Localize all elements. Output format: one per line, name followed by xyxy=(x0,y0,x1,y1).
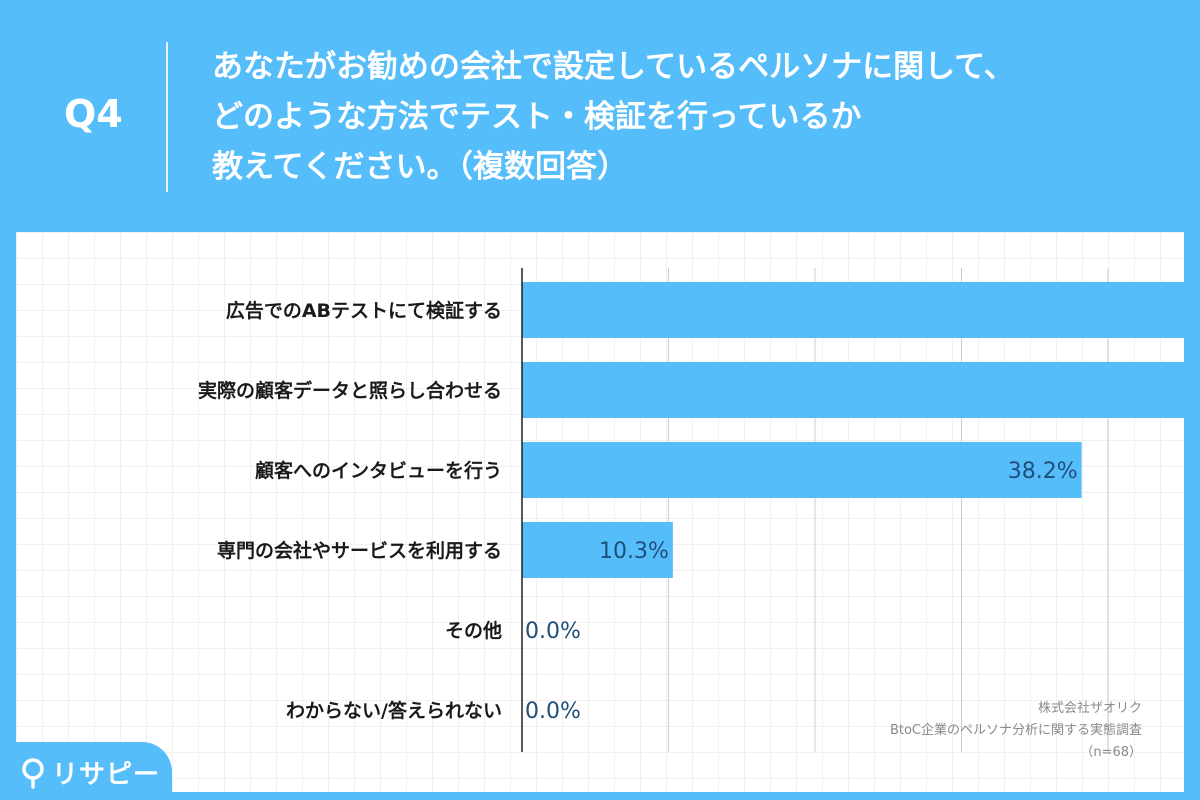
category-label: 実際の顧客データと照らし合わせる xyxy=(198,379,502,402)
value-label: 10.3% xyxy=(599,539,669,564)
source-credit: 株式会社ザオリク BtoC企業のペルソナ分析に関する実態調査 （n=68） xyxy=(890,698,1142,764)
chart-card: 広告でのABテストにて検証する61.8%実際の顧客データと照らし合わせる54.4… xyxy=(16,232,1184,792)
header-divider xyxy=(166,42,168,192)
credit-company: 株式会社ザオリク xyxy=(1037,701,1142,716)
credit-sample-size: （n=68） xyxy=(1080,745,1142,760)
category-label: 専門の会社やサービスを利用する xyxy=(217,539,502,562)
logo-tab: リサピー xyxy=(0,742,172,800)
question-line-3: 教えてください。（複数回答） xyxy=(212,149,629,185)
value-label: 0.0% xyxy=(525,699,581,724)
category-label: 広告でのABテストにて検証する xyxy=(226,299,502,322)
bar xyxy=(522,282,1184,338)
question-number: Q4 xyxy=(64,92,123,136)
bar xyxy=(522,522,673,578)
value-label: 0.0% xyxy=(525,619,581,644)
credit-survey: BtoC企業のペルソナ分析に関する実態調査 xyxy=(889,723,1142,738)
category-label: 顧客へのインタビューを行う xyxy=(255,459,502,482)
pin-icon xyxy=(22,757,44,789)
logo-text: リサピー xyxy=(52,760,161,790)
category-label: わからない/答えられない xyxy=(286,699,502,722)
value-label: 38.2% xyxy=(1008,459,1078,484)
bar xyxy=(522,362,1184,418)
brand-logo: リサピー xyxy=(20,754,160,791)
question-line-2: どのような方法でテスト・検証を行っているか xyxy=(212,99,862,135)
category-label: その他 xyxy=(445,619,502,642)
bar-chart: 広告でのABテストにて検証する61.8%実際の顧客データと照らし合わせる54.4… xyxy=(198,268,1184,752)
question-line-1: あなたがお勧めの会社で設定しているペルソナに関して、 xyxy=(212,49,1015,85)
question-text: あなたがお勧めの会社で設定しているペルソナに関して、 どのような方法でテスト・検… xyxy=(212,42,1172,192)
bar xyxy=(522,442,1082,498)
